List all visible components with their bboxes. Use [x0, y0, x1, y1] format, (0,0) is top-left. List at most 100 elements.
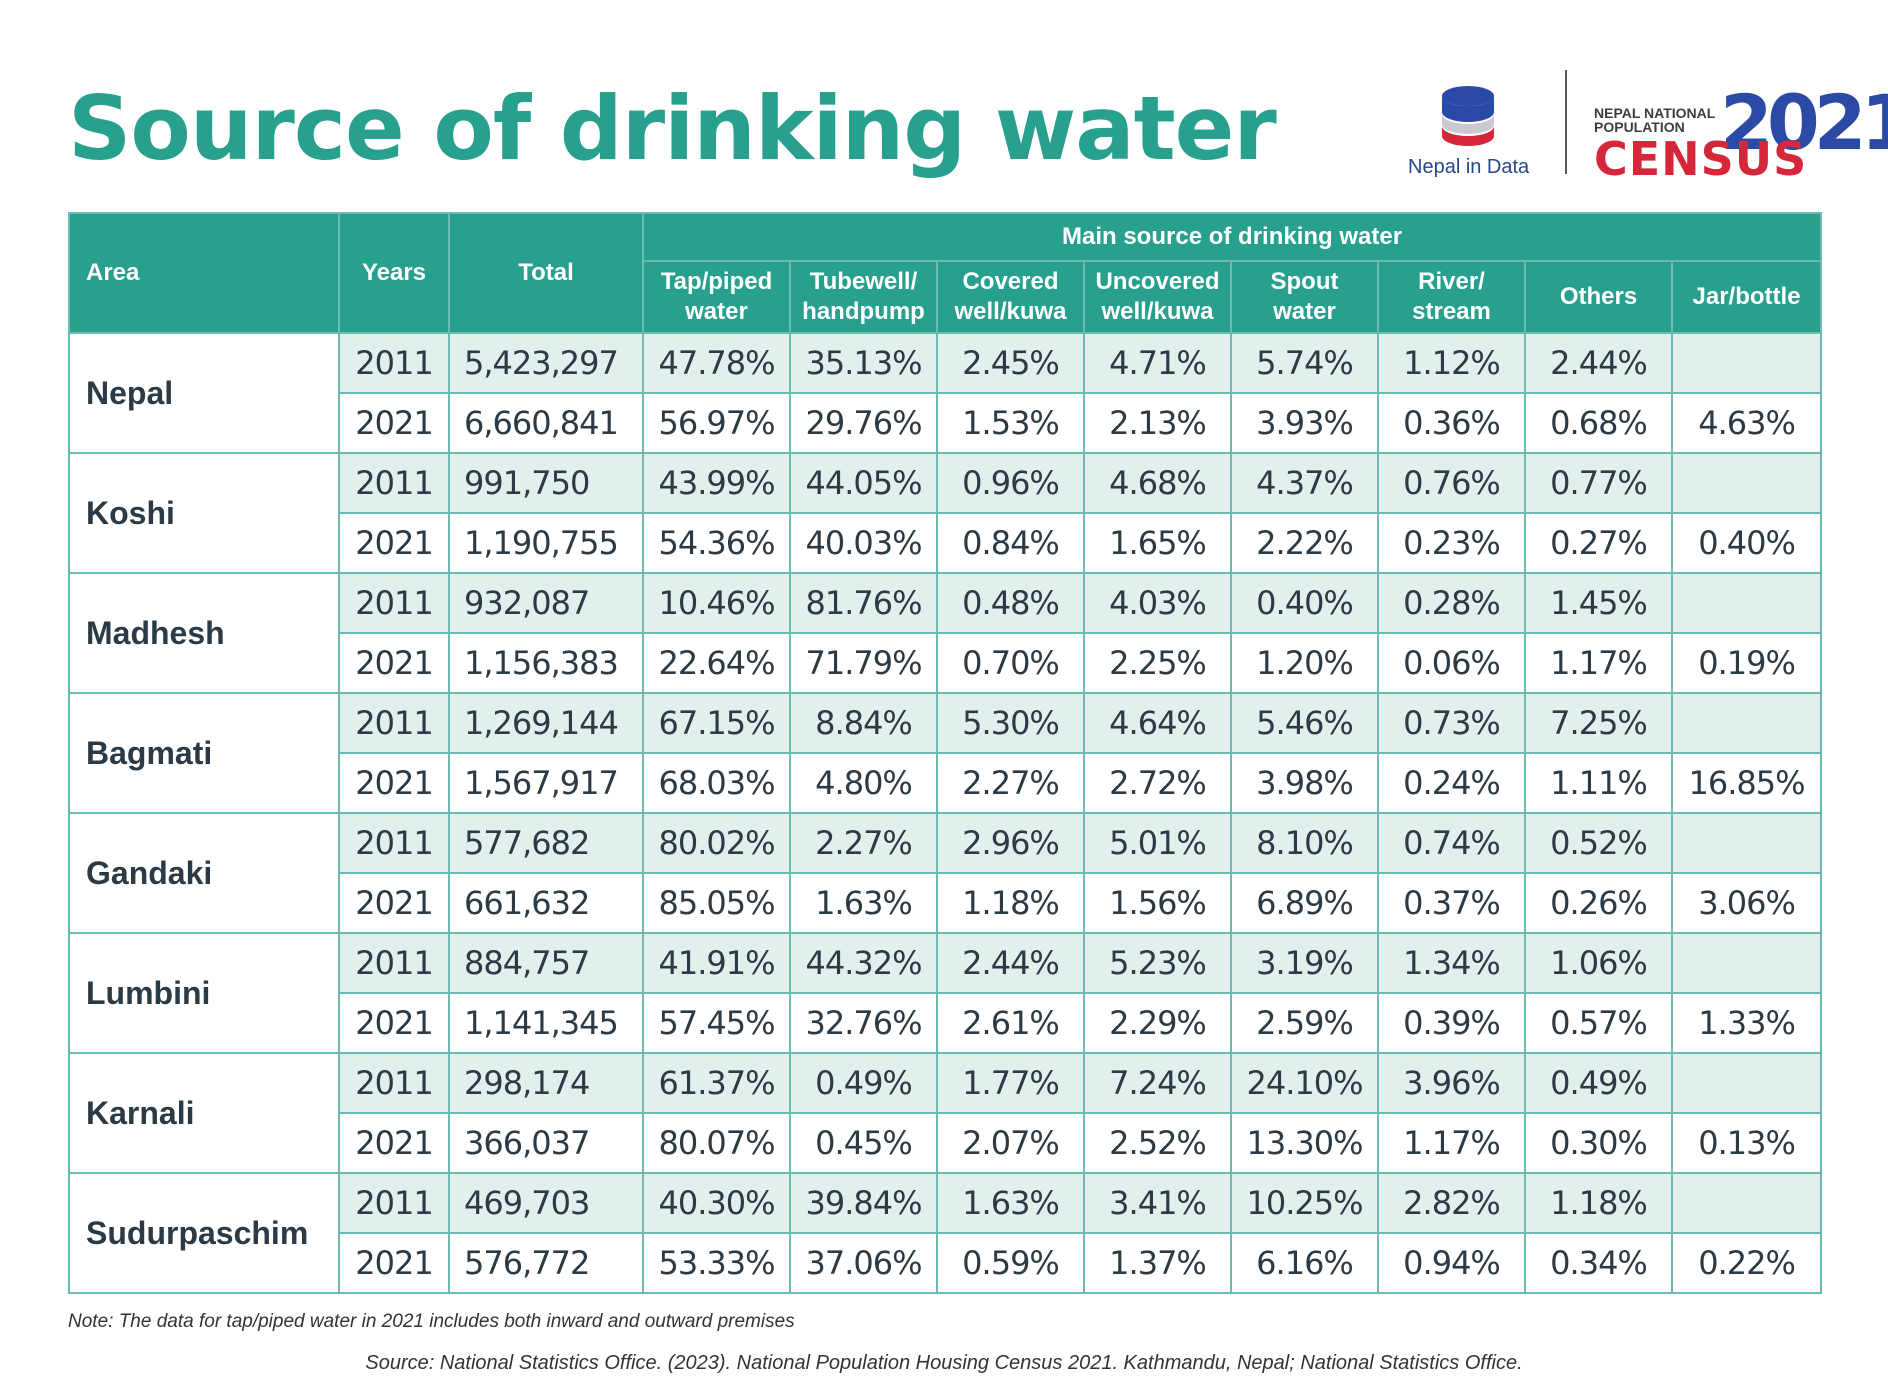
value-cell: 0.94% [1377, 1232, 1526, 1294]
year-cell: 2021 [338, 872, 450, 934]
header-column-line: Covered [962, 268, 1059, 295]
value-cell: 29.76% [789, 392, 938, 454]
year-cell: 2021 [338, 752, 450, 814]
value-cell: 1.17% [1524, 632, 1673, 694]
header-column-line: stream [1412, 298, 1491, 325]
value-cell: 4.64% [1083, 692, 1232, 754]
total-cell: 5,423,297 [448, 332, 644, 394]
value-cell: 24.10% [1230, 1052, 1379, 1114]
value-cell: 0.39% [1377, 992, 1526, 1054]
value-cell: 2.22% [1230, 512, 1379, 574]
header-column-6: Others [1524, 260, 1673, 334]
value-cell [1670, 932, 1823, 994]
total-cell: 1,141,345 [448, 992, 644, 1054]
value-cell: 0.84% [936, 512, 1085, 574]
value-cell: 1.12% [1377, 332, 1526, 394]
value-cell: 2.96% [936, 812, 1085, 874]
value-cell: 5.74% [1230, 332, 1379, 394]
value-cell: 2.44% [936, 932, 1085, 994]
value-cell: 2.61% [936, 992, 1085, 1054]
value-cell: 1.17% [1377, 1112, 1526, 1174]
value-cell: 1.18% [1524, 1172, 1673, 1234]
value-cell: 1.45% [1524, 572, 1673, 634]
table-row: 2021 661,632 85.05% 1.63% 1.18% 1.56% 6.89% 0.3… [69, 872, 1823, 934]
year-cell: 2011 [338, 692, 450, 754]
value-cell: 53.33% [642, 1232, 791, 1294]
value-cell: 0.06% [1377, 632, 1526, 694]
table-row: 2021 1,156,383 22.64% 71.79% 0.70% 2.25% 1.20%… [69, 632, 1823, 694]
value-cell [1670, 572, 1823, 634]
value-cell: 47.78% [642, 332, 791, 394]
year-cell: 2021 [338, 632, 450, 694]
value-cell: 4.03% [1083, 572, 1232, 634]
value-cell: 85.05% [642, 872, 791, 934]
table-row: Karnali 2011 298,174 61.37% 0.49% 1.77% 7.24% 2… [68, 1052, 1823, 1174]
table-row: Lumbini 2011 884,757 41.91% 44.32% 2.44% 5.23%… [68, 932, 1823, 1054]
value-cell: 1.34% [1377, 932, 1526, 994]
header-column-line: Others [1559, 283, 1638, 310]
value-cell: 54.36% [642, 512, 791, 574]
nepal-in-data-logo: Nepal in Data [1408, 82, 1529, 182]
total-cell: 1,156,383 [448, 632, 644, 694]
total-cell: 1,269,144 [448, 692, 644, 754]
value-cell: 80.07% [642, 1112, 791, 1174]
value-cell [1670, 812, 1823, 874]
value-cell: 5.23% [1083, 932, 1232, 994]
total-cell: 1,190,755 [448, 512, 644, 574]
total-cell: 661,632 [448, 872, 644, 934]
total-cell: 298,174 [448, 1052, 644, 1114]
area-cell: Sudurpaschim [68, 1172, 340, 1294]
year-cell: 2021 [338, 512, 450, 574]
value-cell: 0.73% [1377, 692, 1526, 754]
value-cell: 1.18% [936, 872, 1085, 934]
value-cell: 2.13% [1083, 392, 1232, 454]
value-cell: 0.59% [936, 1232, 1085, 1294]
table-row: 2021 1,141,345 57.45% 32.76% 2.61% 2.29% 2.59%… [69, 992, 1823, 1054]
value-cell: 44.05% [789, 452, 938, 514]
header-column-line: Tap/piped [660, 268, 773, 295]
header-column-line: well/kuwa [1101, 298, 1214, 325]
value-cell: 1.63% [936, 1172, 1085, 1234]
value-cell: 2.59% [1230, 992, 1379, 1054]
value-cell: 41.91% [642, 932, 791, 994]
value-cell: 57.45% [642, 992, 791, 1054]
year-cell: 2011 [338, 932, 450, 994]
value-cell: 4.80% [789, 752, 938, 814]
value-cell: 2.29% [1083, 992, 1232, 1054]
table-row: Nepal 2011 5,423,297 47.78% 35.13% 2.45% 4.71%… [68, 332, 1823, 454]
area-cell: Gandaki [68, 812, 340, 934]
value-cell: 67.15% [642, 692, 791, 754]
value-cell: 0.45% [789, 1112, 938, 1174]
value-cell: 61.37% [642, 1052, 791, 1114]
header-column-2: Covered well/kuwa [936, 260, 1085, 334]
value-cell: 7.24% [1083, 1052, 1232, 1114]
value-cell: 2.07% [936, 1112, 1085, 1174]
value-cell: 10.25% [1230, 1172, 1379, 1234]
logo-divider [1565, 70, 1567, 174]
year-cell: 2011 [338, 812, 450, 874]
value-cell: 71.79% [789, 632, 938, 694]
census-line-2: POPULATION [1594, 119, 1685, 135]
value-cell: 4.71% [1083, 332, 1232, 394]
value-cell [1670, 1172, 1823, 1234]
value-cell: 2.25% [1083, 632, 1232, 694]
census-logo-word: CENSUS [1594, 132, 1808, 186]
value-cell: 40.30% [642, 1172, 791, 1234]
value-cell: 81.76% [789, 572, 938, 634]
header-column-7: Jar/bottle [1670, 260, 1823, 334]
value-cell: 7.25% [1524, 692, 1673, 754]
header-total: Total [448, 212, 644, 334]
value-cell: 0.13% [1670, 1112, 1823, 1174]
header-main-source: Main source of drinking water [641, 212, 1823, 262]
header-column-line: well/kuwa [954, 298, 1067, 325]
value-cell: 0.26% [1524, 872, 1673, 934]
table-row: 2021 576,772 53.33% 37.06% 0.59% 1.37% 6.16% 0.… [69, 1232, 1823, 1294]
header-column-line: Jar/bottle [1692, 283, 1801, 310]
census-line-1: NEPAL NATIONAL [1594, 105, 1716, 121]
table-row: Gandaki 2011 577,682 80.02% 2.27% 2.96% 5.01% 8… [68, 812, 1823, 934]
area-cell: Lumbini [68, 932, 340, 1054]
value-cell: 5.30% [936, 692, 1085, 754]
value-cell [1670, 332, 1823, 394]
table-row: 2021 366,037 80.07% 0.45% 2.07% 2.52% 13.30% 1.… [69, 1112, 1823, 1174]
table-row: Koshi 2011 991,750 43.99% 44.05% 0.96% 4.68% 4.… [68, 452, 1823, 574]
